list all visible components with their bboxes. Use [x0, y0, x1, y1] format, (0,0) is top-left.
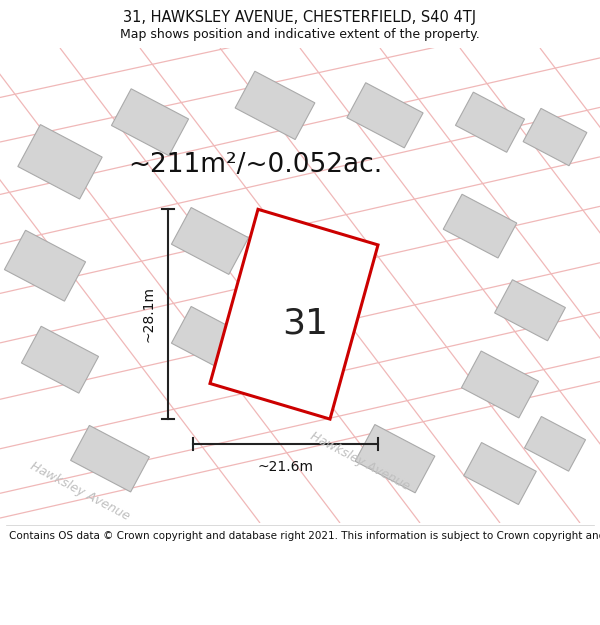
Polygon shape: [18, 124, 102, 199]
Polygon shape: [22, 326, 98, 393]
Text: Contains OS data © Crown copyright and database right 2021. This information is : Contains OS data © Crown copyright and d…: [9, 531, 600, 541]
Polygon shape: [235, 71, 315, 139]
Polygon shape: [494, 280, 565, 341]
Text: Hawksley Avenue: Hawksley Avenue: [308, 430, 412, 493]
Polygon shape: [523, 108, 587, 166]
Text: 31: 31: [282, 306, 328, 340]
Polygon shape: [355, 424, 435, 493]
Polygon shape: [210, 209, 378, 419]
Polygon shape: [347, 82, 423, 148]
Text: Map shows position and indicative extent of the property.: Map shows position and indicative extent…: [120, 28, 480, 41]
Polygon shape: [524, 416, 586, 471]
Polygon shape: [443, 194, 517, 258]
Text: Hawksley Avenue: Hawksley Avenue: [28, 459, 132, 523]
Text: 31, HAWKSLEY AVENUE, CHESTERFIELD, S40 4TJ: 31, HAWKSLEY AVENUE, CHESTERFIELD, S40 4…: [124, 9, 476, 24]
Polygon shape: [172, 208, 248, 274]
Polygon shape: [461, 351, 539, 418]
Text: ~211m²/~0.052ac.: ~211m²/~0.052ac.: [128, 152, 382, 178]
Text: ~28.1m: ~28.1m: [141, 286, 155, 342]
Polygon shape: [4, 230, 86, 301]
Polygon shape: [455, 92, 524, 152]
Polygon shape: [112, 89, 188, 156]
Text: ~21.6m: ~21.6m: [257, 459, 314, 474]
Polygon shape: [172, 306, 248, 373]
Polygon shape: [464, 442, 536, 504]
Polygon shape: [71, 426, 149, 492]
